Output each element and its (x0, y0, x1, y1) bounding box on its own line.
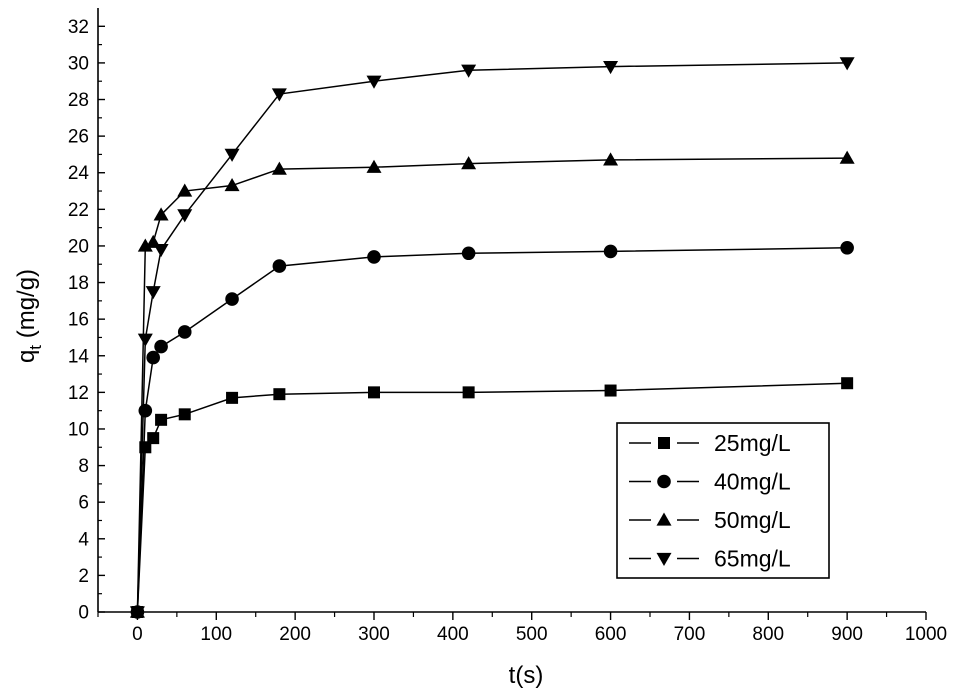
x-tick-label: 100 (200, 624, 232, 645)
legend-marker (657, 474, 671, 489)
y-tick-label: 8 (78, 456, 89, 477)
data-point (603, 244, 618, 259)
series-layer (129, 57, 855, 620)
legend-label: 40mg/L (714, 469, 791, 495)
data-point (146, 350, 160, 365)
data-point (272, 259, 287, 273)
data-point (461, 156, 477, 170)
x-tick-label: 900 (831, 624, 863, 645)
y-tick-label: 18 (68, 273, 89, 294)
data-point (226, 391, 239, 404)
data-point (155, 413, 168, 426)
data-point (603, 60, 619, 75)
x-tick-label: 800 (752, 624, 784, 645)
data-point (271, 161, 287, 175)
legend-marker (656, 552, 672, 566)
y-tick-label: 12 (68, 383, 89, 404)
data-point (271, 88, 287, 102)
y-axis-title-symbol: q (13, 350, 40, 363)
y-tick-label: 26 (68, 127, 89, 148)
data-point (153, 243, 169, 258)
y-tick-label: 6 (78, 493, 89, 514)
data-point (841, 377, 854, 390)
x-tick-label: 600 (595, 624, 627, 645)
data-point (177, 209, 193, 223)
data-point (138, 403, 153, 418)
data-point (137, 333, 153, 347)
data-point (147, 432, 160, 445)
data-point (137, 238, 153, 252)
x-tick-label: 0 (132, 624, 143, 645)
y-tick-label: 24 (68, 163, 90, 184)
x-tick-label: 400 (437, 624, 469, 645)
data-point (603, 152, 619, 166)
y-tick-label: 16 (68, 310, 89, 331)
data-point (153, 207, 169, 221)
legend-label: 65mg/L (714, 546, 791, 572)
data-point (129, 606, 145, 620)
y-tick-label: 2 (78, 566, 89, 587)
data-point (224, 148, 240, 162)
series-2 (130, 240, 854, 619)
y-tick-label: 22 (68, 200, 89, 221)
legend-marker (656, 512, 672, 526)
y-tick-label: 32 (68, 17, 89, 38)
data-point (461, 246, 476, 261)
y-tick-label: 28 (68, 90, 89, 111)
y-axis-title-unit: (mg/g) (13, 269, 40, 345)
series-4 (129, 57, 855, 620)
data-point (145, 286, 161, 300)
y-tick-label: 10 (68, 419, 89, 440)
data-point (225, 292, 239, 306)
data-point (604, 384, 617, 397)
x-axis-title: t(s) (509, 662, 544, 689)
legend-marker (658, 437, 670, 449)
data-point (366, 75, 382, 89)
data-point (273, 388, 286, 401)
y-tick-label: 0 (78, 603, 89, 624)
series-3 (129, 150, 855, 618)
x-tick-label: 1000 (905, 624, 947, 645)
y-tick-label: 4 (78, 529, 89, 550)
x-tick-label: 700 (674, 624, 706, 645)
x-tick-label: 500 (516, 624, 548, 645)
data-point (177, 183, 193, 197)
data-point (461, 64, 477, 78)
y-axis-title: qt (mg/g) (13, 269, 45, 363)
data-point (839, 57, 855, 71)
data-point (839, 150, 855, 164)
legend-label: 50mg/L (714, 507, 791, 533)
data-point (366, 159, 382, 173)
y-tick-label: 20 (68, 236, 89, 257)
data-point (177, 325, 192, 339)
legend-label: 25mg/L (714, 430, 791, 456)
y-tick-label: 14 (68, 346, 90, 367)
data-point (840, 240, 854, 255)
data-point (368, 386, 380, 399)
legend: 25mg/L 40mg/L 50mg/L 65mg/L (616, 422, 830, 579)
y-tick-label: 30 (68, 53, 89, 74)
y-axis-title-subscript: t (26, 345, 45, 350)
data-point (178, 408, 191, 421)
x-tick-label: 300 (358, 624, 390, 645)
data-point (224, 178, 240, 192)
x-tick-label: 200 (279, 624, 311, 645)
data-point (462, 386, 475, 399)
data-point (367, 250, 381, 264)
data-point (154, 339, 168, 354)
